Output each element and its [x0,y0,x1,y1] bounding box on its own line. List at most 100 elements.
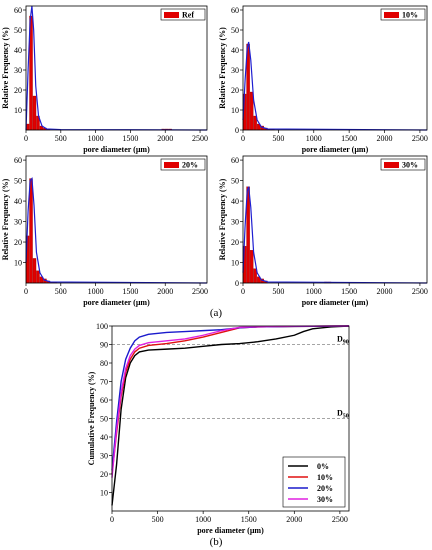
x-axis-label: pore diameter (µm) [302,145,369,154]
legend-box [160,8,206,21]
y-tick-label: 70 [100,378,108,387]
histogram-bar [29,178,33,284]
y-tick-label: 30 [14,218,22,227]
legend-label: 30% [317,495,333,504]
y-tick-label: 80 [100,359,108,368]
y-tick-label: 40 [100,433,108,442]
x-tick-label: 500 [272,134,284,143]
legend-box [380,158,426,171]
y-tick-label: 0 [235,279,239,288]
x-tick-label: 1500 [341,287,357,296]
series-line-10pct [111,325,350,475]
legend-label: Ref [182,11,194,20]
fit-curve [242,41,428,131]
x-tick-label: 2500 [192,287,208,296]
x-tick-label: 1500 [241,515,257,524]
legend-swatch [384,162,399,168]
x-tick-label: 2500 [412,134,428,143]
legend-label: 10% [317,473,333,482]
y-tick-label: 10 [14,259,22,268]
y-tick-label: 40 [14,46,22,55]
plot-frame [242,5,428,131]
x-tick-label: 1000 [88,134,104,143]
histogram-panel-20pct: 0 500 1000 1500 2000 2500 10 20 30 40 50 60 pore dia… [1,155,208,307]
fit-curve [25,5,208,131]
legend-label: 20% [317,484,333,493]
y-tick-label: 30 [100,452,108,461]
plot-frame [242,155,428,284]
x-tick-label: 500 [55,134,67,143]
x-tick-label: 1000 [88,287,104,296]
legend-label: 20% [182,161,198,170]
reference-label-d50: D50 [337,409,349,420]
x-tick-label: 2000 [157,134,173,143]
caption-b: (b) [210,536,223,548]
x-tick-label: 0 [241,134,245,143]
y-axis-label: Relative Frequency (%) [218,27,227,109]
y-tick-label: 60 [231,6,239,15]
fit-curve [25,177,208,284]
x-tick-label: 1000 [306,134,322,143]
y-axis-label: Relative Frequency (%) [1,178,10,260]
histogram-panel-30pct: 0 500 1000 1500 2000 2500 0 10 20 30 40 50 60 pore di… [218,155,428,307]
reference-label-sub: 50 [343,414,349,420]
y-tick-label: 60 [100,396,108,405]
y-tick-label: 20 [231,86,239,95]
y-tick-label: 10 [14,106,22,115]
histogram-panel-ref: 0 500 1000 1500 2000 2500 10 20 30 40 50 60 pore dia… [1,5,208,154]
x-axis-label: pore diameter (µm) [83,145,150,154]
legend-label: 10% [402,11,418,20]
x-tick-label: 500 [55,287,67,296]
legend-swatch [164,162,179,168]
x-tick-label: 2500 [192,134,208,143]
legend-label: 0% [317,462,329,471]
y-tick-label: 40 [231,46,239,55]
y-tick-label: 100 [96,322,108,331]
legend-box [160,158,206,171]
x-axis-label: pore diameter (µm) [83,298,150,307]
legend-box [380,8,426,21]
x-tick-label: 1500 [122,287,138,296]
histogram-bar [32,258,37,284]
y-tick-label: 30 [14,66,22,75]
y-tick-label: 20 [14,86,22,95]
y-axis-label: Relative Frequency (%) [218,178,227,260]
y-tick-label: 20 [14,238,22,247]
histogram-bar [249,91,254,131]
histogram-panel-10pct: 0 500 1000 1500 2000 2500 0 10 20 30 40 50 60 pore di… [218,5,428,154]
caption-a: (a) [210,307,223,319]
series-line-20pct [111,325,350,471]
x-tick-label: 2000 [377,134,393,143]
x-tick-label: 0 [110,515,114,524]
y-tick-label: 50 [231,26,239,35]
x-tick-label: 0 [24,287,28,296]
y-axis-label: Cumulative Frequency (%) [87,371,96,465]
x-tick-label: 2500 [332,515,348,524]
x-tick-label: 2000 [286,515,302,524]
y-tick-label: 10 [231,106,239,115]
y-tick-label: 20 [100,470,108,479]
histogram-bar [249,250,254,284]
y-tick-label: 30 [231,66,239,75]
reference-label-d90: D90 [337,335,349,346]
x-tick-label: 1500 [122,134,138,143]
y-tick-label: 50 [14,26,22,35]
y-tick-label: 60 [14,6,22,15]
reference-label-sub: 90 [343,340,349,346]
y-tick-label: 30 [231,218,239,227]
y-tick-label: 50 [100,415,108,424]
y-tick-label: 60 [14,156,22,165]
y-tick-label: 10 [231,259,239,268]
legend-label: 30% [402,161,418,170]
x-tick-label: 2000 [157,287,173,296]
x-tick-label: 500 [272,287,284,296]
y-tick-label: 90 [100,341,108,350]
x-axis-label: pore diameter (µm) [197,526,264,535]
y-tick-label: 20 [231,238,239,247]
histogram-bar [36,270,40,284]
reference-label-main: D [337,409,343,418]
reference-label-main: D [337,335,343,344]
y-tick-label: 0 [235,126,239,135]
y-tick-label: 40 [14,197,22,206]
